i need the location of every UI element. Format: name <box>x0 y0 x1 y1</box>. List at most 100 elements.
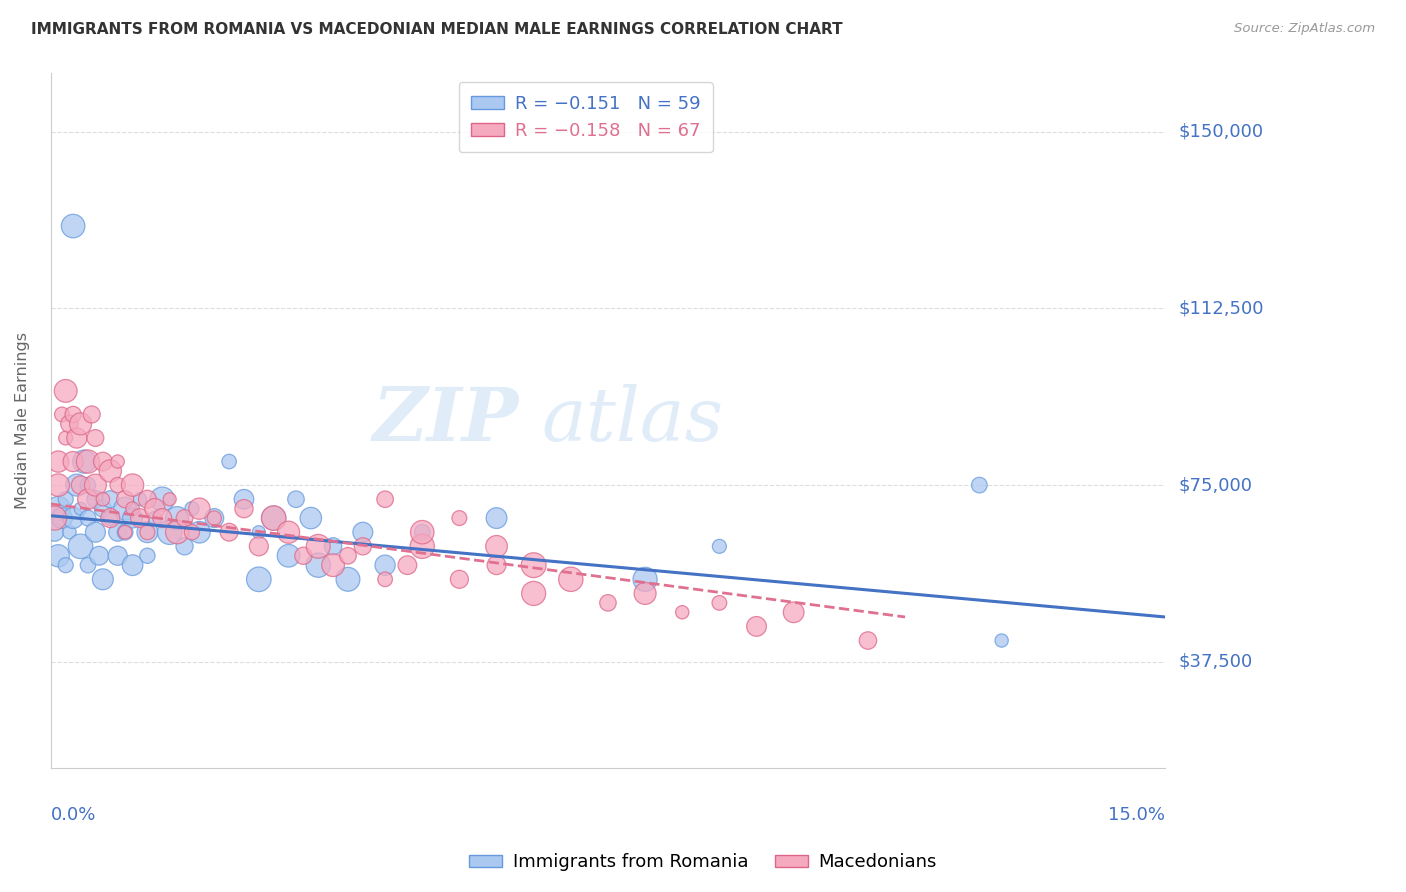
Point <box>671 605 693 619</box>
Text: $150,000: $150,000 <box>1180 123 1264 141</box>
Point <box>188 501 211 516</box>
Point <box>77 492 100 507</box>
Point <box>44 511 66 525</box>
Point <box>745 619 768 633</box>
Point <box>218 454 240 468</box>
Point <box>69 501 91 516</box>
Point <box>77 511 100 525</box>
Point <box>449 572 471 586</box>
Point <box>523 586 546 600</box>
Point <box>58 417 80 431</box>
Point <box>136 549 159 563</box>
Y-axis label: Median Male Earnings: Median Male Earnings <box>15 332 30 508</box>
Point <box>51 511 73 525</box>
Point <box>46 501 69 516</box>
Text: Source: ZipAtlas.com: Source: ZipAtlas.com <box>1234 22 1375 36</box>
Text: $75,000: $75,000 <box>1180 476 1253 494</box>
Point <box>485 511 508 525</box>
Point <box>181 525 204 540</box>
Point <box>69 478 91 492</box>
Point <box>233 492 256 507</box>
Point <box>46 549 69 563</box>
Point <box>247 572 270 586</box>
Point <box>449 511 471 525</box>
Point <box>69 417 91 431</box>
Point <box>307 558 329 573</box>
Point <box>233 501 256 516</box>
Point <box>352 539 374 553</box>
Point <box>143 511 166 525</box>
Point <box>188 525 211 540</box>
Point <box>62 219 84 233</box>
Point <box>159 492 181 507</box>
Point <box>277 525 299 540</box>
Point <box>336 572 359 586</box>
Point <box>51 408 73 422</box>
Point <box>374 572 396 586</box>
Point <box>336 549 359 563</box>
Point <box>58 525 80 540</box>
Point <box>263 511 285 525</box>
Point <box>247 539 270 553</box>
Point <box>990 633 1012 648</box>
Point <box>77 478 100 492</box>
Point <box>709 539 731 553</box>
Point <box>596 596 619 610</box>
Point <box>307 539 329 553</box>
Point <box>62 511 84 525</box>
Point <box>143 501 166 516</box>
Point <box>114 492 136 507</box>
Legend: Immigrants from Romania, Macedonians: Immigrants from Romania, Macedonians <box>463 847 943 879</box>
Text: atlas: atlas <box>541 384 723 457</box>
Text: $112,500: $112,500 <box>1180 300 1264 318</box>
Point <box>299 511 322 525</box>
Point <box>129 492 152 507</box>
Point <box>136 492 159 507</box>
Point <box>84 492 107 507</box>
Point <box>55 558 77 573</box>
Point <box>969 478 991 492</box>
Point <box>77 454 100 468</box>
Point <box>352 525 374 540</box>
Point <box>411 525 433 540</box>
Point <box>46 454 69 468</box>
Point <box>396 558 419 573</box>
Point <box>114 525 136 540</box>
Point <box>77 558 100 573</box>
Point <box>62 454 84 468</box>
Text: 0.0%: 0.0% <box>51 805 96 824</box>
Point <box>91 492 114 507</box>
Point <box>66 431 89 445</box>
Point <box>247 525 270 540</box>
Point <box>87 549 110 563</box>
Point <box>91 572 114 586</box>
Point <box>263 511 285 525</box>
Point <box>121 558 143 573</box>
Point <box>91 501 114 516</box>
Point <box>98 511 121 525</box>
Point <box>166 511 188 525</box>
Point <box>150 511 173 525</box>
Point <box>292 549 315 563</box>
Point <box>150 492 173 507</box>
Legend: R = −0.151   N = 59, R = −0.158   N = 67: R = −0.151 N = 59, R = −0.158 N = 67 <box>458 82 713 153</box>
Text: $37,500: $37,500 <box>1180 653 1253 671</box>
Point <box>107 525 129 540</box>
Point <box>66 478 89 492</box>
Text: IMMIGRANTS FROM ROMANIA VS MACEDONIAN MEDIAN MALE EARNINGS CORRELATION CHART: IMMIGRANTS FROM ROMANIA VS MACEDONIAN ME… <box>31 22 842 37</box>
Point <box>181 501 204 516</box>
Point <box>856 633 879 648</box>
Point <box>709 596 731 610</box>
Point <box>84 431 107 445</box>
Point <box>322 539 344 553</box>
Point <box>374 492 396 507</box>
Point <box>107 478 129 492</box>
Point <box>166 525 188 540</box>
Point <box>173 511 195 525</box>
Point <box>55 492 77 507</box>
Point <box>114 525 136 540</box>
Point <box>485 539 508 553</box>
Point <box>202 511 225 525</box>
Point <box>69 539 91 553</box>
Point <box>322 558 344 573</box>
